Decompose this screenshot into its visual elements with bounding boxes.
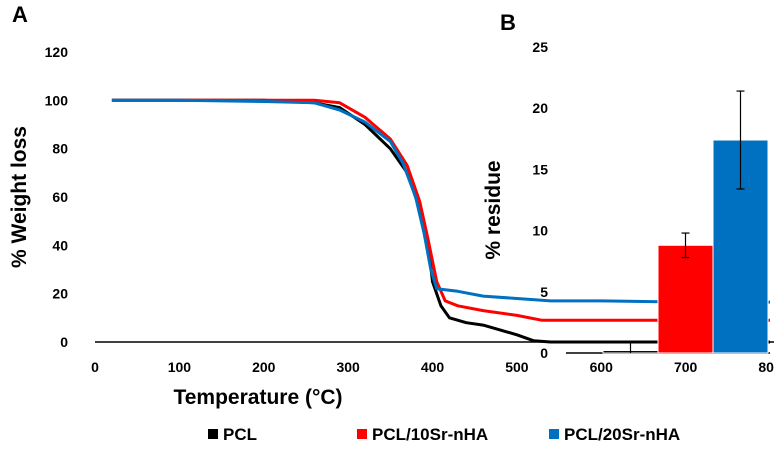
legend-label: PCL/20Sr-nHA <box>564 425 680 444</box>
chart-a-x-ticks: 0 100 200 300 400 500 600 700 800 <box>91 359 774 375</box>
chart-a-x-tick-label: 100 <box>168 359 192 375</box>
chart-a-x-tick-label: 200 <box>252 359 276 375</box>
legend-label: PCL/10Sr-nHA <box>372 425 488 444</box>
panel-b-letter: B <box>500 10 516 35</box>
panel-a-letter: A <box>12 2 28 27</box>
chart-b-y-tick-label: 0 <box>540 345 548 361</box>
chart-a-x-tick-label: 700 <box>674 359 698 375</box>
chart-a-x-tick-label: 300 <box>336 359 360 375</box>
chart-a-x-tick-label: 400 <box>421 359 445 375</box>
chart-b-y-tick-label: 5 <box>540 284 548 300</box>
legend-swatch <box>208 429 218 439</box>
legend-swatch <box>357 429 367 439</box>
residue-bar-chart: 0 5 10 15 20 25 % residue <box>482 39 770 361</box>
chart-a-x-axis-title: Temperature (°C) <box>173 386 342 409</box>
chart-b-y-tick-label: 15 <box>532 161 548 177</box>
chart-b-y-tick-label: 10 <box>532 223 548 239</box>
chart-a-y-tick-label: 80 <box>52 141 68 157</box>
chart-a-series-lines <box>111 98 770 344</box>
chart-a-series-line <box>111 98 770 322</box>
chart-a-x-tick-label: 0 <box>91 359 99 375</box>
chart-b-bar <box>657 244 714 354</box>
chart-b-y-axis-title: % residue <box>482 160 505 259</box>
chart-a-x-tick-label: 800 <box>758 359 774 375</box>
chart-a-series-line <box>111 98 770 304</box>
chart-b-y-tick-label: 25 <box>532 39 548 55</box>
chart-a-y-tick-label: 120 <box>45 44 69 60</box>
chart-a-y-tick-label: 40 <box>52 237 68 253</box>
chart-a-y-tick-label: 20 <box>52 286 68 302</box>
chart-b-y-ticks: 0 5 10 15 20 25 <box>532 39 548 361</box>
chart-a-y-axis-title: % Weight loss <box>8 126 31 268</box>
chart-a-y-tick-label: 60 <box>52 189 68 205</box>
chart-a-x-tick-label: 600 <box>590 359 614 375</box>
chart-b-error-bars <box>626 90 745 353</box>
chart-a-y-tick-label: 0 <box>60 334 68 350</box>
chart-a-y-ticks: 0 20 40 60 80 100 120 <box>45 44 69 350</box>
legend-label: PCL <box>223 425 257 444</box>
legend-swatch <box>549 429 559 439</box>
chart-a-x-tick-label: 500 <box>505 359 529 375</box>
chart-a-y-tick-label: 100 <box>45 92 69 108</box>
chart-b-y-tick-label: 20 <box>532 100 548 116</box>
legend: PCL PCL/10Sr-nHA PCL/20Sr-nHA <box>208 425 680 444</box>
